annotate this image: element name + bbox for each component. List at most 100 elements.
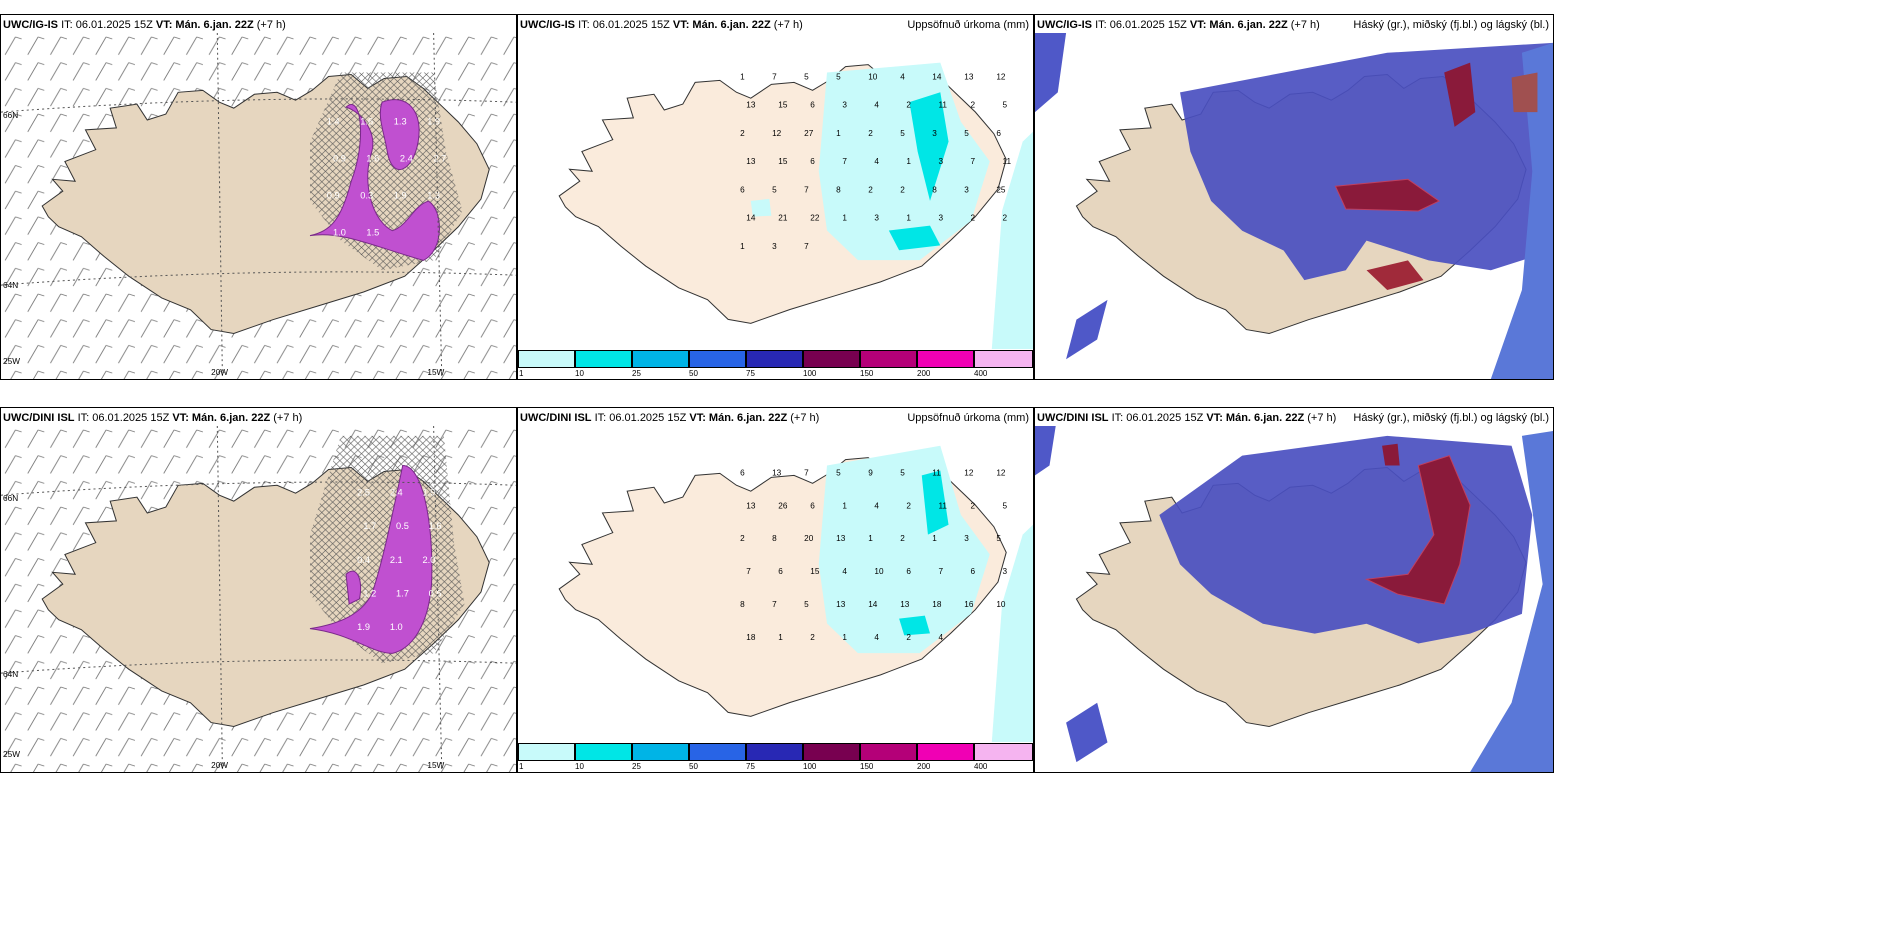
wind-value-label: 1.7 [396, 589, 409, 599]
precip-value-label: 7 [804, 186, 809, 195]
precip-value-label: 1 [836, 129, 841, 138]
precip-value-label: 18 [746, 633, 756, 642]
wind-map[interactable]: 2.5 2.4 1.9 1.7 0.5 1.6 0.4 2.1 2.0 1.2 1.7 0.5 1.9 1… [1, 426, 516, 772]
precip-value-label: 1 [778, 633, 783, 642]
wind-value-label: 1.9 [427, 117, 440, 127]
precip-value-label: 20 [804, 534, 814, 543]
precip-value-label: 3 [842, 101, 847, 110]
cloud-map[interactable] [1035, 33, 1553, 379]
cloud-map-panel-bottom: UWC/DINI ISL IT: 06.01.2025 15Z VT: Mán.… [1034, 407, 1554, 773]
precip-value-label: 3 [932, 129, 937, 138]
precip-value-label: 4 [874, 157, 879, 166]
precip-value-label: 4 [900, 73, 905, 82]
wind-value-label: 0.9 [327, 191, 340, 201]
precip-value-label: 8 [772, 534, 777, 543]
precip-value-label: 13 [746, 157, 756, 166]
precip-value-label: 1 [842, 633, 847, 642]
precip-value-label: 14 [868, 600, 878, 609]
precip-value-label: 1 [906, 157, 911, 166]
color-swatch [917, 743, 974, 761]
precip-value-label: 12 [996, 73, 1006, 82]
color-swatch [974, 350, 1033, 368]
precip-value-label: 5 [772, 186, 777, 195]
precip-value-label: 18 [932, 600, 942, 609]
precip-value-label: 5 [996, 534, 1001, 543]
wind-value-label: 1.4 [327, 117, 340, 127]
colorbar-tick: 200 [917, 762, 931, 771]
cloud-mid [1470, 430, 1553, 772]
precip-map[interactable]: 1 7 5 5 10 4 14 13 12 13 15 6 3 4 2 11 2 5 2 12 27 1 2 5 3 5 6 13 15… [518, 33, 1033, 349]
precip-value-label: 2 [868, 129, 873, 138]
colorbar-tick: 75 [746, 762, 755, 771]
precip-value-label: 6 [778, 567, 783, 576]
precip-value-label: 1 [906, 214, 911, 223]
precip-value-label: 5 [1003, 501, 1008, 510]
wind-value-label: 0.5 [429, 589, 442, 599]
precip-value-label: 13 [964, 73, 974, 82]
precip-light [818, 445, 990, 654]
colorbar: 1 10 25 50 75 100 150 200 400 [518, 742, 1033, 772]
wind-value-label: 2.4 [400, 154, 413, 164]
wind-value-label: 2.5 [357, 488, 370, 498]
precip-value-label: 7 [772, 73, 777, 82]
color-swatch [518, 350, 575, 368]
cloud-high [1364, 455, 1471, 605]
wind-map-panel-top: UWC/IG-IS IT: 06.01.2025 15Z VT: Mán. 6.… [0, 14, 517, 380]
panel-title: UWC/DINI ISL IT: 06.01.2025 15Z VT: Mán.… [520, 412, 820, 424]
precip-value-label: 5 [900, 469, 905, 478]
precip-value-label: 27 [804, 129, 814, 138]
color-swatch [917, 350, 974, 368]
lat-label: 64N [3, 670, 18, 679]
cloud-high [1444, 62, 1476, 127]
cloud-low [1035, 426, 1056, 476]
precip-value-label: 5 [836, 73, 841, 82]
colorbar-tick: 75 [746, 369, 755, 378]
precip-value-label: 2 [906, 101, 911, 110]
precip-moderate [888, 225, 941, 251]
lat-label: 66N [3, 494, 18, 503]
cloud-low [1066, 702, 1108, 763]
panel-field-label: Uppsöfnuð úrkoma (mm) [907, 412, 1029, 424]
wind-value-label: 1.3 [427, 191, 440, 201]
precip-value-label: 10 [996, 600, 1006, 609]
precip-value-label: 4 [874, 101, 879, 110]
color-swatch [803, 350, 860, 368]
precip-value-label: 2 [900, 186, 905, 195]
precip-value-label: 6 [810, 101, 815, 110]
precip-value-label: 1 [842, 214, 847, 223]
color-swatch [746, 350, 803, 368]
precip-value-label: 3 [964, 534, 969, 543]
precip-light [991, 131, 1033, 349]
precip-value-label: 15 [810, 567, 820, 576]
wind-map[interactable]: 1.4 1.6 1.3 1.9 0.9 1.6 2.4 2.7 0.9 0.3 1.9 1.3 1.0 1… [1, 33, 516, 379]
wind-value-label: 2.0 [422, 555, 435, 565]
color-swatch [689, 350, 746, 368]
wind-value-label: 1.9 [394, 191, 407, 201]
panel-title: UWC/DINI ISL IT: 06.01.2025 15Z VT: Mán.… [1037, 412, 1337, 424]
precip-value-label: 10 [868, 73, 878, 82]
precip-value-label: 16 [964, 600, 974, 609]
precip-map[interactable]: 6 13 7 5 9 5 11 12 12 13 26 6 1 4 2 11 2 5 2 8 20 13 1 2 1 3 5 7 6 15… [518, 426, 1033, 742]
precip-value-label: 25 [996, 186, 1006, 195]
cloud-map[interactable] [1035, 426, 1553, 772]
colorbar-tick: 50 [689, 762, 698, 771]
precip-value-label: 14 [932, 73, 942, 82]
precip-value-label: 13 [746, 501, 756, 510]
precip-value-label: 8 [932, 186, 937, 195]
wind-value-label: 2.1 [390, 555, 403, 565]
precip-map-panel-bottom: UWC/DINI ISL IT: 06.01.2025 15Z VT: Mán.… [517, 407, 1034, 773]
wind-value-label: 2.7 [433, 154, 446, 164]
precip-value-label: 6 [970, 567, 975, 576]
precip-value-label: 2 [970, 214, 975, 223]
lon-label: 20W [211, 761, 228, 770]
precip-value-label: 6 [810, 157, 815, 166]
precip-value-label: 2 [810, 633, 815, 642]
precip-value-label: 26 [778, 501, 788, 510]
precip-value-label: 6 [740, 469, 745, 478]
colorbar-tick: 100 [803, 369, 817, 378]
lon-label: 25W [3, 750, 20, 759]
precip-value-label: 2 [970, 101, 975, 110]
color-swatch [689, 743, 746, 761]
wind-value-label: 2.4 [390, 488, 403, 498]
lat-label: 64N [3, 281, 18, 290]
